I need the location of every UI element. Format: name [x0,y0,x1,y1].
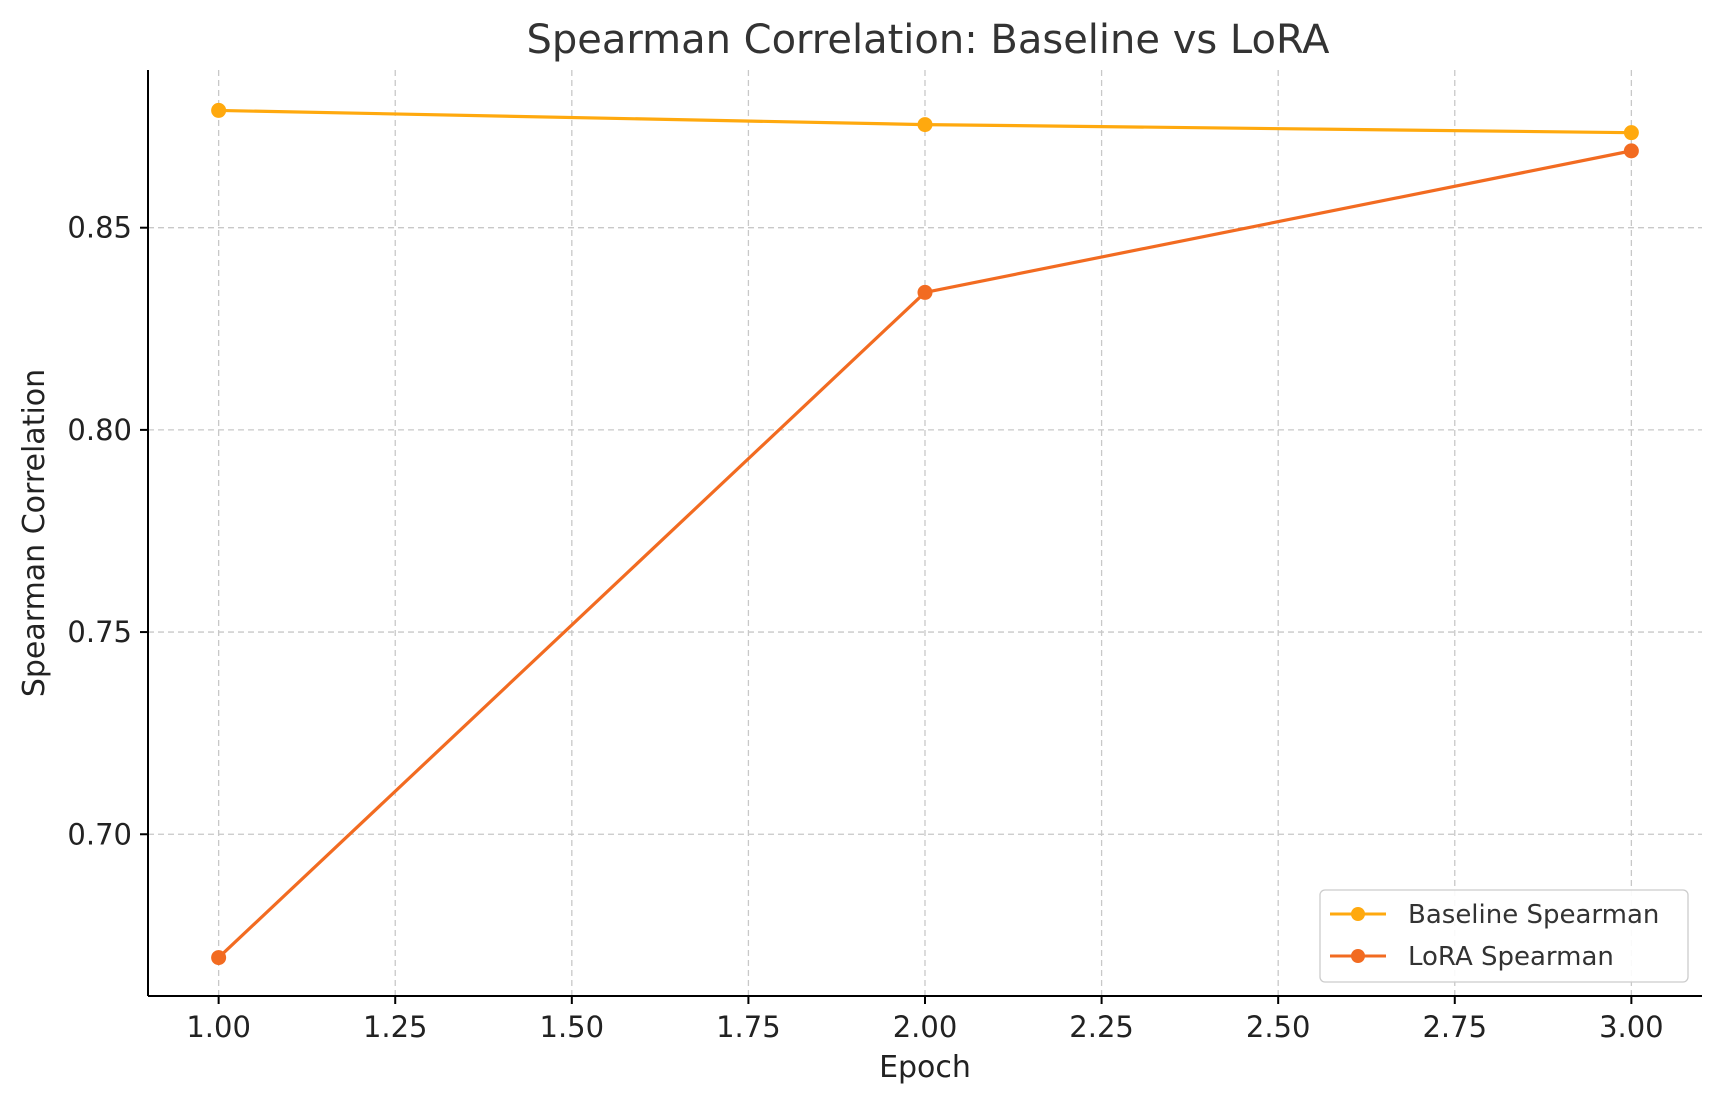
y-tick-label: 0.70 [67,817,132,851]
x-axis-label: Epoch [879,1050,971,1085]
y-tick-label: 0.80 [67,413,132,447]
grid [148,70,1702,996]
legend: Baseline Spearman LoRA Spearman [1319,889,1689,983]
legend-box [1319,889,1689,983]
y-tick-label: 0.75 [67,615,132,649]
x-tick-label: 2.50 [1246,1010,1311,1044]
x-ticks: 1.00 1.25 1.50 1.75 2.00 2.25 2.50 2.75 3.00 [186,996,1664,1044]
legend-label-baseline: Baseline Spearman [1408,900,1659,930]
data-point-baseline [1623,125,1639,141]
chart-title: Spearman Correlation: Baseline vs LoRA [526,17,1330,63]
x-tick-label: 1.50 [540,1010,605,1044]
x-tick-label: 2.25 [1069,1010,1134,1044]
legend-label-lora: LoRA Spearman [1408,942,1614,972]
x-tick-label: 1.75 [716,1010,781,1044]
x-tick-label: 1.00 [186,1010,251,1044]
data-point-lora [917,284,933,300]
legend-marker-baseline [1351,907,1365,921]
x-tick-label: 1.25 [363,1010,428,1044]
data-point-lora [211,950,227,966]
data-point-baseline [211,102,227,118]
legend-marker-lora [1351,949,1365,963]
x-tick-label: 3.00 [1599,1010,1664,1044]
x-tick-label: 2.00 [893,1010,958,1044]
y-axis-label: Spearman Correlation [17,369,52,697]
data-point-baseline [917,117,933,133]
y-tick-label: 0.85 [67,211,132,245]
y-ticks: 0.70 0.75 0.80 0.85 [67,211,148,851]
x-tick-label: 2.75 [1422,1010,1487,1044]
data-point-lora [1623,143,1639,159]
series-group [211,102,1639,966]
